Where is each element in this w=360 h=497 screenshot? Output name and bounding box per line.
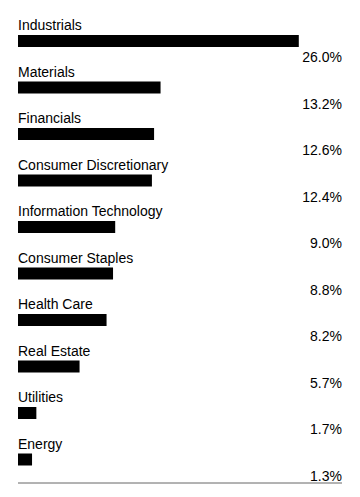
svg-text:9.0%: 9.0% — [310, 235, 342, 251]
svg-text:13.2%: 13.2% — [302, 96, 342, 112]
svg-text:Health Care: Health Care — [18, 296, 93, 312]
svg-text:Real Estate: Real Estate — [18, 343, 91, 359]
svg-text:8.8%: 8.8% — [310, 282, 342, 298]
svg-text:12.4%: 12.4% — [302, 189, 342, 205]
svg-text:Consumer Staples: Consumer Staples — [18, 250, 133, 266]
svg-text:1.7%: 1.7% — [310, 421, 342, 437]
svg-text:Materials: Materials — [18, 64, 75, 80]
svg-text:1.3%: 1.3% — [310, 468, 342, 484]
svg-text:Energy: Energy — [18, 436, 62, 452]
svg-text:Utilities: Utilities — [18, 389, 63, 405]
svg-text:Information Technology: Information Technology — [18, 203, 163, 219]
svg-text:8.2%: 8.2% — [310, 328, 342, 344]
svg-text:5.7%: 5.7% — [310, 375, 342, 391]
svg-text:Consumer Discretionary: Consumer Discretionary — [18, 157, 168, 173]
svg-text:26.0%: 26.0% — [302, 49, 342, 65]
svg-text:Industrials: Industrials — [18, 17, 82, 33]
svg-text:Financials: Financials — [18, 110, 81, 126]
svg-text:12.6%: 12.6% — [302, 142, 342, 158]
